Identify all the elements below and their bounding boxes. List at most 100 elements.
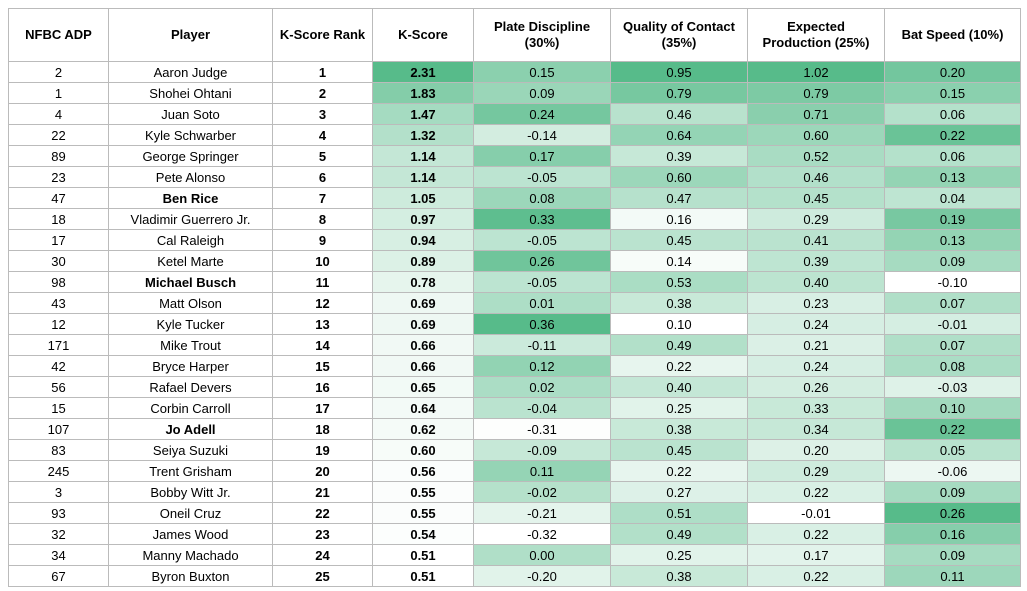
table-cell: Seiya Suzuki bbox=[108, 439, 273, 461]
table-cell: 1.32 bbox=[372, 124, 474, 146]
table-cell: 0.46 bbox=[610, 103, 748, 125]
table-cell: 14 bbox=[272, 334, 373, 356]
table-cell: Kyle Schwarber bbox=[108, 124, 273, 146]
table-cell: 0.45 bbox=[747, 187, 885, 209]
table-cell: 42 bbox=[8, 355, 109, 377]
table-cell: 0.53 bbox=[610, 271, 748, 293]
table-cell: 0.07 bbox=[884, 292, 1021, 314]
table-cell: 0.34 bbox=[747, 418, 885, 440]
table-cell: Bryce Harper bbox=[108, 355, 273, 377]
table-cell: 0.09 bbox=[884, 481, 1021, 503]
table-cell: 0.78 bbox=[372, 271, 474, 293]
table-cell: 1.05 bbox=[372, 187, 474, 209]
table-row: 107 Jo Adell 18 0.62 -0.31 0.38 0.34 0.22 bbox=[8, 418, 1021, 440]
table-cell: -0.32 bbox=[473, 523, 611, 545]
table-cell: -0.05 bbox=[473, 166, 611, 188]
table-cell: 0.45 bbox=[610, 229, 748, 251]
table-cell: 0.01 bbox=[473, 292, 611, 314]
table-row: 93 Oneil Cruz 22 0.55 -0.21 0.51 -0.01 0.26 bbox=[8, 502, 1021, 524]
table-cell: 0.65 bbox=[372, 376, 474, 398]
table-cell: 0.02 bbox=[473, 376, 611, 398]
table-cell: 25 bbox=[272, 565, 373, 587]
table-cell: 0.27 bbox=[610, 481, 748, 503]
table-cell: 0.08 bbox=[884, 355, 1021, 377]
table-cell: 0.41 bbox=[747, 229, 885, 251]
table-cell: -0.02 bbox=[473, 481, 611, 503]
table-cell: 0.56 bbox=[372, 460, 474, 482]
table-cell: 17 bbox=[8, 229, 109, 251]
table-cell: 0.29 bbox=[747, 460, 885, 482]
table-row: 171 Mike Trout 14 0.66 -0.11 0.49 0.21 0.07 bbox=[8, 334, 1021, 356]
table-cell: 0.22 bbox=[747, 481, 885, 503]
header-row: NFBC ADP Player K-Score Rank K-Score Plate D… bbox=[8, 8, 1021, 62]
column-header: Expected Production (25%) bbox=[747, 8, 885, 62]
table-cell: -0.03 bbox=[884, 376, 1021, 398]
table-cell: Corbin Carroll bbox=[108, 397, 273, 419]
table-cell: 1.83 bbox=[372, 82, 474, 104]
table-cell: 0.26 bbox=[473, 250, 611, 272]
table-cell: 0.89 bbox=[372, 250, 474, 272]
table-cell: -0.01 bbox=[884, 313, 1021, 335]
table-cell: 0.22 bbox=[747, 565, 885, 587]
table-row: 89 George Springer 5 1.14 0.17 0.39 0.52 0.06 bbox=[8, 145, 1021, 167]
table-cell: 0.26 bbox=[884, 502, 1021, 524]
table-cell: Mike Trout bbox=[108, 334, 273, 356]
table-row: 23 Pete Alonso 6 1.14 -0.05 0.60 0.46 0.13 bbox=[8, 166, 1021, 188]
column-header: Plate Discipline (30%) bbox=[473, 8, 611, 62]
table-row: 17 Cal Raleigh 9 0.94 -0.05 0.45 0.41 0.13 bbox=[8, 229, 1021, 251]
table-cell: 2 bbox=[8, 61, 109, 83]
table-cell: 171 bbox=[8, 334, 109, 356]
table-body: 2 Aaron Judge 1 2.31 0.15 0.95 1.02 0.20 1 Shohei… bbox=[8, 61, 1021, 587]
table-cell: 89 bbox=[8, 145, 109, 167]
table-cell: 18 bbox=[8, 208, 109, 230]
table-cell: 0.20 bbox=[747, 439, 885, 461]
table-row: 32 James Wood 23 0.54 -0.32 0.49 0.22 0.16 bbox=[8, 523, 1021, 545]
table-cell: 22 bbox=[272, 502, 373, 524]
table-cell: 0.54 bbox=[372, 523, 474, 545]
table-cell: 4 bbox=[272, 124, 373, 146]
table-cell: 23 bbox=[272, 523, 373, 545]
table-cell: 23 bbox=[8, 166, 109, 188]
table-cell: 1.14 bbox=[372, 166, 474, 188]
table-cell: -0.14 bbox=[473, 124, 611, 146]
table-row: 34 Manny Machado 24 0.51 0.00 0.25 0.17 0.09 bbox=[8, 544, 1021, 566]
table-row: 2 Aaron Judge 1 2.31 0.15 0.95 1.02 0.20 bbox=[8, 61, 1021, 83]
table-cell: 0.06 bbox=[884, 145, 1021, 167]
table-cell: 1.14 bbox=[372, 145, 474, 167]
table-cell: 0.22 bbox=[884, 418, 1021, 440]
table-cell: 0.22 bbox=[610, 355, 748, 377]
table-cell: Trent Grisham bbox=[108, 460, 273, 482]
table-cell: 245 bbox=[8, 460, 109, 482]
table-cell: 0.52 bbox=[747, 145, 885, 167]
table-cell: Oneil Cruz bbox=[108, 502, 273, 524]
table-cell: 0.05 bbox=[884, 439, 1021, 461]
table-row: 245 Trent Grisham 20 0.56 0.11 0.22 0.29 -0.06 bbox=[8, 460, 1021, 482]
table-row: 22 Kyle Schwarber 4 1.32 -0.14 0.64 0.60 0.22 bbox=[8, 124, 1021, 146]
table-cell: 0.21 bbox=[747, 334, 885, 356]
table-row: 15 Corbin Carroll 17 0.64 -0.04 0.25 0.33 0.10 bbox=[8, 397, 1021, 419]
ranking-table: NFBC ADP Player K-Score Rank K-Score Plate D… bbox=[8, 8, 1021, 587]
table-cell: 20 bbox=[272, 460, 373, 482]
table-cell: 9 bbox=[272, 229, 373, 251]
table-cell: 13 bbox=[272, 313, 373, 335]
table-cell: 0.08 bbox=[473, 187, 611, 209]
table-cell: Aaron Judge bbox=[108, 61, 273, 83]
table-cell: 0.36 bbox=[473, 313, 611, 335]
table-cell: 21 bbox=[272, 481, 373, 503]
table-cell: Vladimir Guerrero Jr. bbox=[108, 208, 273, 230]
table-cell: 0.51 bbox=[372, 565, 474, 587]
column-header: NFBC ADP bbox=[8, 8, 109, 62]
table-cell: 0.22 bbox=[610, 460, 748, 482]
table-cell: 0.09 bbox=[884, 544, 1021, 566]
table-cell: Ben Rice bbox=[108, 187, 273, 209]
table-cell: Byron Buxton bbox=[108, 565, 273, 587]
table-cell: 0.94 bbox=[372, 229, 474, 251]
table-cell: 0.25 bbox=[610, 544, 748, 566]
table-cell: 8 bbox=[272, 208, 373, 230]
table-cell: 0.09 bbox=[884, 250, 1021, 272]
table-cell: 0.09 bbox=[473, 82, 611, 104]
table-cell: 0.46 bbox=[747, 166, 885, 188]
table-cell: 0.79 bbox=[610, 82, 748, 104]
table-cell: 10 bbox=[272, 250, 373, 272]
table-cell: Pete Alonso bbox=[108, 166, 273, 188]
